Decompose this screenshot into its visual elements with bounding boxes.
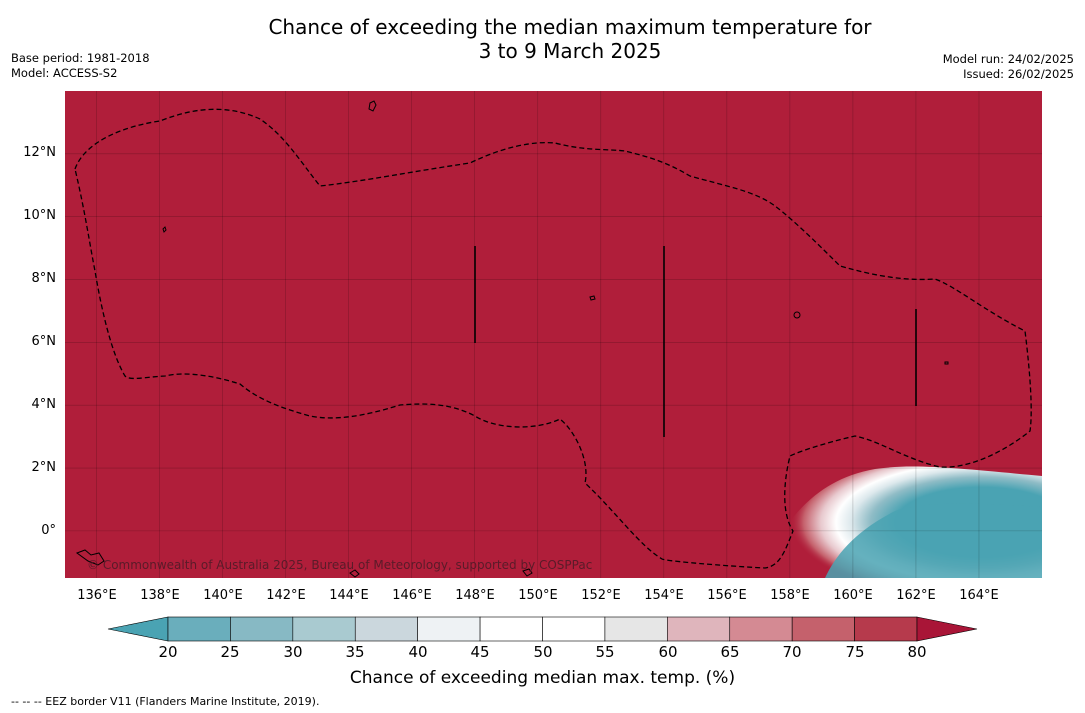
lat-label-4n: 4°N: [31, 397, 57, 412]
map-title: Chance of exceeding the median maximum t…: [0, 15, 1085, 63]
colorbar-cells: [167, 616, 918, 642]
lon-label-150e: 150°E: [518, 588, 558, 603]
cool-anomaly-core: [825, 503, 1042, 578]
lat-label-0: 0°: [41, 523, 56, 538]
colorbar-cell: [854, 616, 918, 642]
title-line-2: 3 to 9 March 2025: [478, 39, 662, 63]
colorbar-cell: [167, 616, 231, 642]
colorbar-label-25: 25: [220, 643, 240, 661]
colorbar-cell: [417, 616, 481, 642]
colorbar-label-80: 80: [907, 643, 927, 661]
colorbar-cell: [604, 616, 668, 642]
lon-label-146e: 146°E: [392, 588, 432, 603]
colorbar-cell: [354, 616, 418, 642]
colorbar-label-35: 35: [345, 643, 365, 661]
colorbar-label-75: 75: [845, 643, 865, 661]
colorbar-cell: [479, 616, 543, 642]
map-panel: © Commonwealth of Australia 2025, Bureau…: [65, 91, 1042, 578]
colorbar-label-50: 50: [533, 643, 553, 661]
colorbar-cell: [667, 616, 731, 642]
colorbar-label-55: 55: [595, 643, 615, 661]
lat-label-8n: 8°N: [31, 271, 57, 286]
colorbar-label-65: 65: [720, 643, 740, 661]
lat-label-10n: 10°N: [23, 208, 56, 223]
islands: [75, 100, 949, 578]
colorbar-low-arrow: [107, 616, 169, 642]
meta-left: Base period: 1981-2018 Model: ACCESS-S2: [11, 51, 150, 80]
graticule: [65, 91, 1042, 578]
lon-label-160e: 160°E: [833, 588, 873, 603]
colorbar-title: Chance of exceeding median max. temp. (%…: [349, 668, 736, 688]
map-overlay: [65, 91, 1042, 578]
lon-label-142e: 142°E: [266, 588, 306, 603]
lon-label-136e: 136°E: [77, 588, 117, 603]
colorbar-cell: [729, 616, 793, 642]
meta-right: Model run: 24/02/2025 Issued: 26/02/2025: [943, 52, 1074, 81]
lat-label-6n: 6°N: [31, 334, 57, 349]
colorbar-label-20: 20: [158, 643, 178, 661]
colorbar-label-70: 70: [782, 643, 802, 661]
lon-label-144e: 144°E: [329, 588, 369, 603]
colorbar: [107, 616, 978, 642]
colorbar-label-45: 45: [470, 643, 490, 661]
model-name: Model: ACCESS-S2: [11, 65, 118, 80]
lat-label-2n: 2°N: [31, 460, 57, 475]
colorbar-cell: [292, 616, 356, 642]
issued-date: Issued: 26/02/2025: [963, 66, 1074, 81]
lon-label-156e: 156°E: [707, 588, 747, 603]
colorbar-cell: [542, 616, 606, 642]
lon-label-152e: 152°E: [581, 588, 621, 603]
lon-label-154e: 154°E: [644, 588, 684, 603]
lon-label-138e: 138°E: [140, 588, 180, 603]
eez-border: [74, 108, 1032, 569]
lon-label-158e: 158°E: [770, 588, 810, 603]
colorbar-label-30: 30: [283, 643, 303, 661]
lat-label-12n: 12°N: [23, 145, 56, 160]
colorbar-label-60: 60: [658, 643, 678, 661]
lon-label-164e: 164°E: [959, 588, 999, 603]
colorbar-cell: [791, 616, 855, 642]
colorbar-high-arrow: [916, 616, 978, 642]
title-line-1: Chance of exceeding the median maximum t…: [268, 15, 872, 39]
base-period: Base period: 1981-2018: [11, 51, 150, 65]
lon-label-148e: 148°E: [455, 588, 495, 603]
colorbar-label-40: 40: [408, 643, 428, 661]
lon-label-162e: 162°E: [896, 588, 936, 603]
copyright-notice: © Commonwealth of Australia 2025, Bureau…: [87, 558, 593, 572]
model-run: Model run: 24/02/2025: [942, 52, 1074, 66]
lon-label-140e: 140°E: [203, 588, 243, 603]
colorbar-cell: [230, 616, 294, 642]
eez-legend-note: -- -- -- EEZ border V11 (Flanders Marine…: [11, 695, 320, 708]
